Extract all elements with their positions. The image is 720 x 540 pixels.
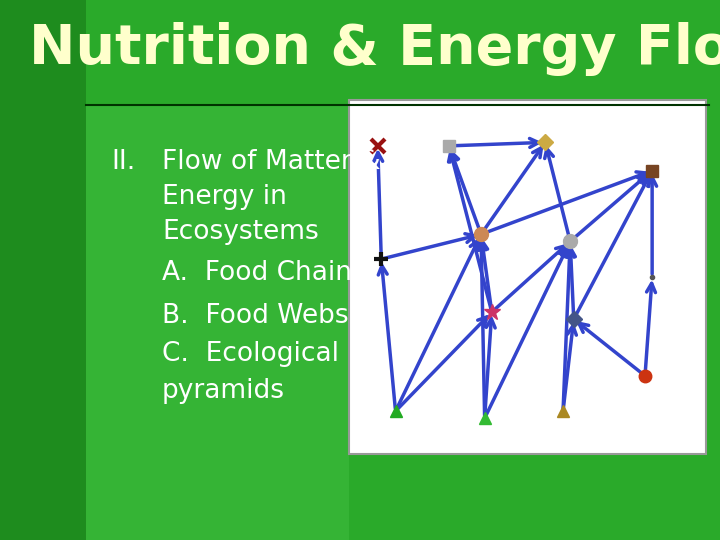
Bar	[349, 100, 706, 454]
Text: Flow of Matter &: Flow of Matter &	[162, 149, 381, 175]
Text: Energy in: Energy in	[162, 184, 287, 210]
Text: C.  Ecological: C. Ecological	[162, 341, 339, 367]
Text: A.  Food Chains: A. Food Chains	[162, 260, 366, 286]
Bar	[86, 105, 349, 540]
Text: B.  Food Webs: B. Food Webs	[162, 303, 348, 329]
Text: Ecosystems: Ecosystems	[162, 219, 319, 245]
Text: Nutrition & Energy Flow: Nutrition & Energy Flow	[29, 22, 720, 76]
Text: II.: II.	[112, 149, 136, 175]
Bar	[0, 0, 86, 540]
Text: pyramids: pyramids	[162, 379, 285, 404]
